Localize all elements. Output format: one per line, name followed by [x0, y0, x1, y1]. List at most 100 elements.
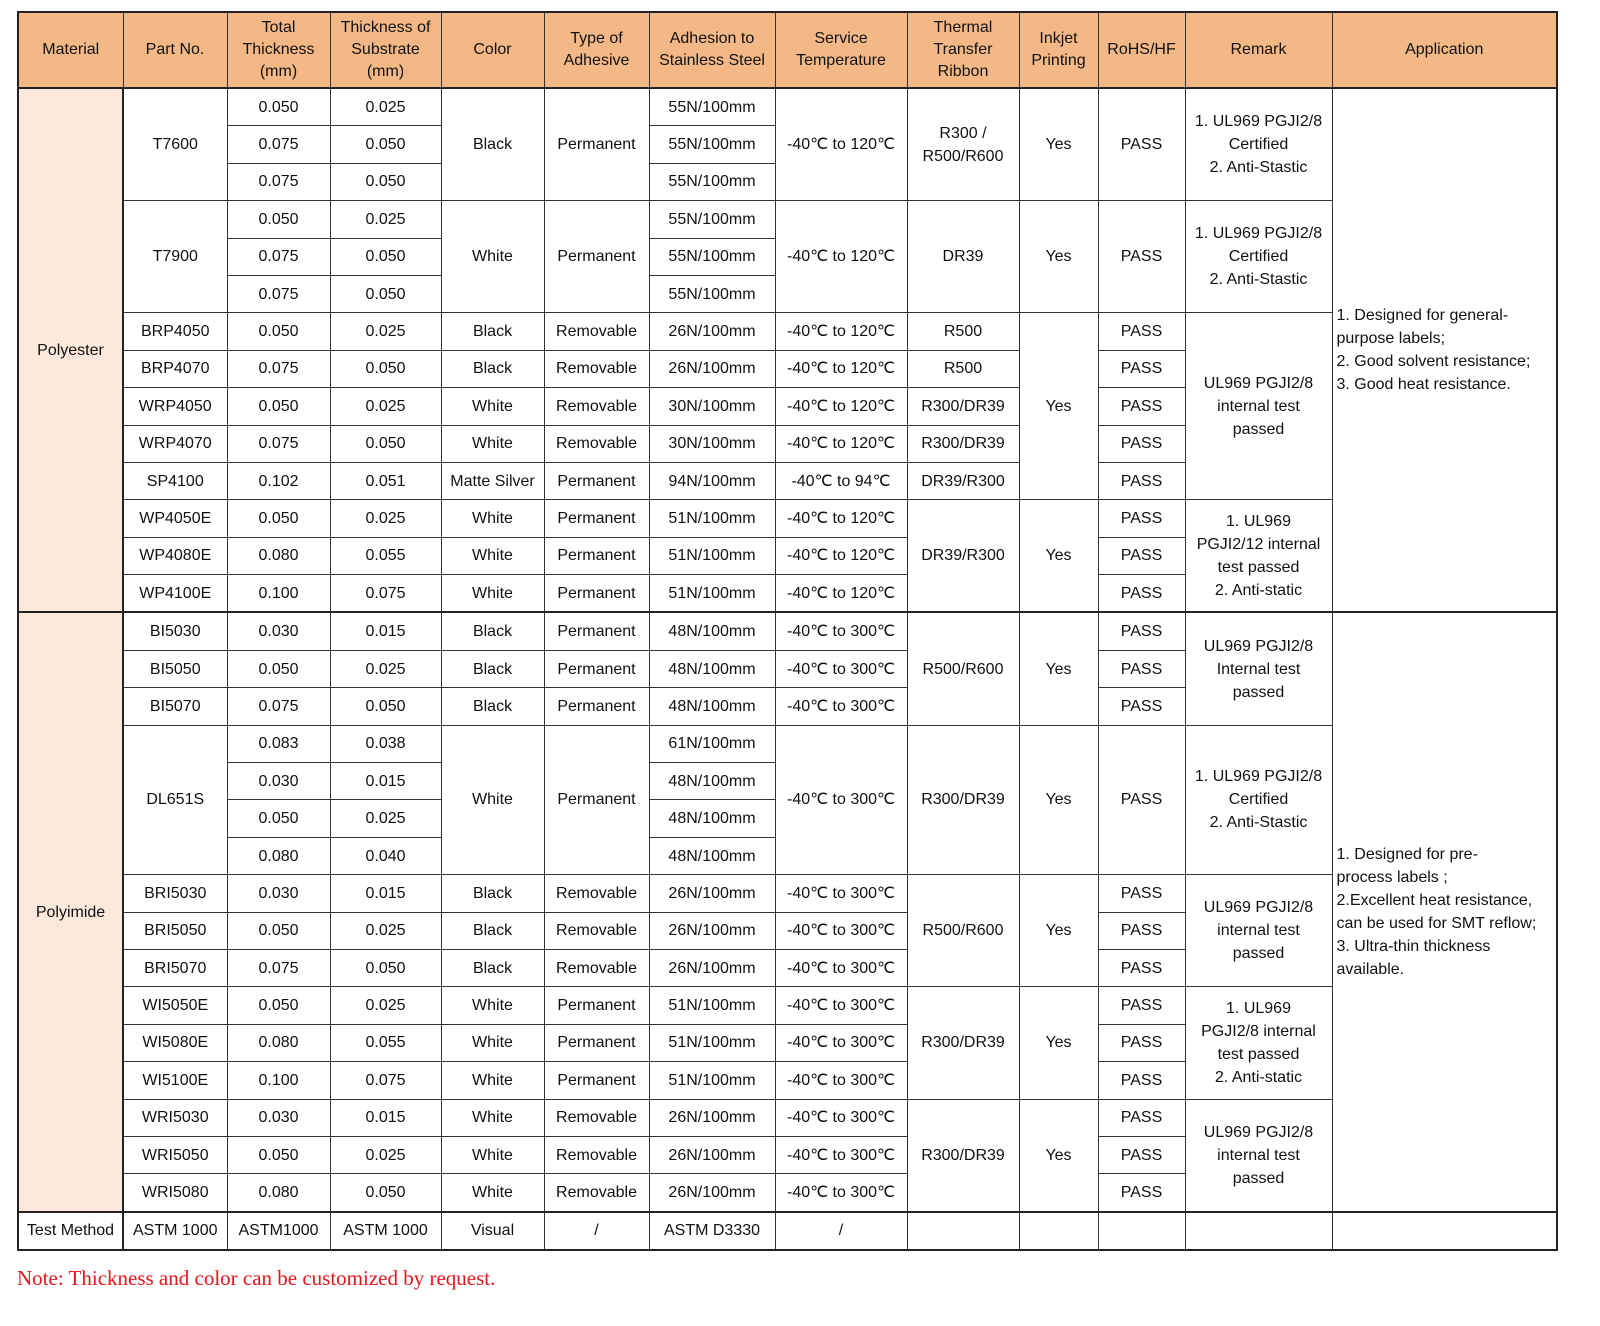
table-cell: DR39	[906, 200, 1020, 314]
table-cell: 0.025	[329, 87, 442, 127]
table-row: BRP4070 0.075 0.050 Black Removable 26N/100mm…	[18, 349, 1557, 389]
application-cell: 1. Designed for pre- process labels ; 2.…	[1331, 611, 1558, 1213]
footnote: Note: Thickness and color can be customi…	[17, 1266, 496, 1290]
table-cell: /	[543, 1210, 650, 1251]
table-cell: 0.038	[329, 724, 442, 764]
material-cell: Polyimide	[17, 611, 124, 1213]
table-cell: 0.083	[226, 724, 331, 764]
table-cell: -40℃ to 120℃	[774, 200, 908, 314]
table-cell: Yes	[1018, 499, 1099, 613]
column-header: Thermal Transfer Ribbon	[906, 11, 1020, 89]
table-cell: Removable	[543, 911, 650, 950]
table-cell: UL969 PGJI2/8 Internal test passed	[1184, 611, 1333, 726]
table-cell: R300/DR39	[906, 424, 1020, 463]
product-spec-table: Material Part No. Total Thickness (mm) Thic…	[17, 11, 1558, 1252]
table-cell: R300/DR39	[906, 387, 1020, 426]
column-header: Material	[17, 11, 124, 89]
table-row: WRI5080 0.080 0.050 White Removable 26N/100mm…	[18, 1173, 1557, 1213]
table-cell: 48N/100mm	[648, 687, 776, 726]
table-cell: 1. UL969 PGJI2/8 Certified 2. Anti-Stast…	[1184, 724, 1333, 876]
table-cell: WI5080E	[122, 1023, 228, 1063]
table-cell: 0.030	[226, 762, 331, 801]
table-cell: Removable	[543, 874, 650, 913]
table-cell: -40℃ to 300℃	[774, 1098, 908, 1137]
table-cell: PASS	[1097, 611, 1186, 651]
table-row: WRI5030 0.030 0.015 White Removable 26N/100mm…	[18, 1098, 1557, 1213]
table-cell: Removable	[543, 1098, 650, 1137]
table-cell: 0.050	[329, 274, 442, 314]
table-cell: -40℃ to 300℃	[774, 1173, 908, 1213]
table-cell: R500	[906, 349, 1020, 389]
table-row: 0.075 0.050 55N/100mm	[18, 125, 1557, 164]
table-row: 0.075 0.050 55N/100mm	[18, 162, 1557, 202]
table-cell: WRP4050	[122, 387, 228, 426]
table-row: DL651S 0.083 0.038 White Permanent 61N/100mm -…	[18, 724, 1557, 876]
table-cell: 0.075	[226, 687, 331, 726]
table-cell: 0.025	[329, 911, 442, 950]
column-header: Type of Adhesive	[543, 11, 650, 89]
table-cell: -40℃ to 120℃	[774, 87, 908, 202]
table-cell: White	[440, 574, 545, 613]
table-cell: 1. UL969 PGJI2/8 internal test passed 2.…	[1184, 986, 1333, 1100]
table-cell: 0.015	[329, 611, 442, 651]
table-row: WRP4070 0.075 0.050 White Removable 30N/100mm…	[18, 424, 1557, 463]
table-cell: 48N/100mm	[648, 649, 776, 689]
table-cell: 0.050	[226, 499, 331, 538]
column-header: Remark	[1184, 11, 1333, 89]
table-cell: 0.075	[226, 162, 331, 202]
table-cell: WRI5080	[122, 1173, 228, 1213]
table-cell: 55N/100mm	[648, 200, 776, 239]
table-cell: WP4100E	[122, 574, 228, 613]
table-cell: UL969 PGJI2/8 internal test passed	[1184, 312, 1333, 501]
table-cell: WI5050E	[122, 986, 228, 1025]
table-cell: 0.051	[329, 461, 442, 501]
table-cell: Permanent	[543, 499, 650, 538]
table-row: WI5050E 0.050 0.025 White Permanent 51N/100mm…	[18, 986, 1557, 1100]
table-cell: DR39/R300	[906, 461, 1020, 501]
table-row: 0.075 0.050 55N/100mm	[18, 274, 1557, 314]
table-cell: R500/R600	[906, 611, 1020, 726]
table-cell: 51N/100mm	[648, 536, 776, 576]
table-cell: 0.080	[226, 536, 331, 576]
table-cell: -40℃ to 300℃	[774, 1135, 908, 1175]
table-cell: 0.050	[226, 87, 331, 127]
table-cell: PASS	[1097, 536, 1186, 576]
table-cell: 26N/100mm	[648, 349, 776, 389]
table-cell: PASS	[1097, 1061, 1186, 1100]
table-cell: 0.075	[329, 1061, 442, 1100]
table-cell: 0.100	[226, 1061, 331, 1100]
table-cell	[1018, 1210, 1099, 1251]
table-cell: PASS	[1097, 986, 1186, 1025]
table-cell: R300 / R500/R600	[906, 87, 1020, 202]
table-cell: White	[440, 424, 545, 463]
table-cell: 0.050	[226, 986, 331, 1025]
column-header: Application	[1331, 11, 1558, 89]
table-cell: 55N/100mm	[648, 237, 776, 276]
table-cell: PASS	[1097, 1135, 1186, 1175]
table-cell: WI5100E	[122, 1061, 228, 1100]
table-cell: 55N/100mm	[648, 162, 776, 202]
table-cell: -40℃ to 120℃	[774, 424, 908, 463]
table-cell: Yes	[1018, 87, 1099, 202]
table-cell: 0.050	[226, 387, 331, 426]
table-cell: PASS	[1097, 574, 1186, 613]
table-cell: 26N/100mm	[648, 1098, 776, 1137]
table-cell: Permanent	[543, 536, 650, 576]
table-cell: 0.030	[226, 1098, 331, 1137]
table-cell: PASS	[1097, 948, 1186, 988]
table-cell: Permanent	[543, 1023, 650, 1063]
table-cell: 48N/100mm	[648, 836, 776, 876]
table-row: Polyester T7600 0.050 0.025 Black Permanent 55…	[17, 87, 1558, 613]
table-row: WRI5050 0.050 0.025 White Removable 26N/100mm…	[18, 1135, 1557, 1175]
table-cell: Yes	[1018, 724, 1099, 876]
table-cell: Permanent	[543, 986, 650, 1025]
table-cell: Test Method	[17, 1210, 124, 1251]
table-cell: 0.080	[226, 1023, 331, 1063]
table-cell: 1. UL969 PGJI2/8 Certified 2. Anti-Stast…	[1184, 87, 1333, 202]
table-cell: 0.050	[329, 1173, 442, 1213]
table-cell: 0.050	[226, 312, 331, 351]
table-cell: 0.025	[329, 1135, 442, 1175]
table-cell: Removable	[543, 312, 650, 351]
table-row: WRP4050 0.050 0.025 White Removable 30N/100mm…	[18, 387, 1557, 426]
table-cell: -40℃ to 120℃	[774, 574, 908, 613]
